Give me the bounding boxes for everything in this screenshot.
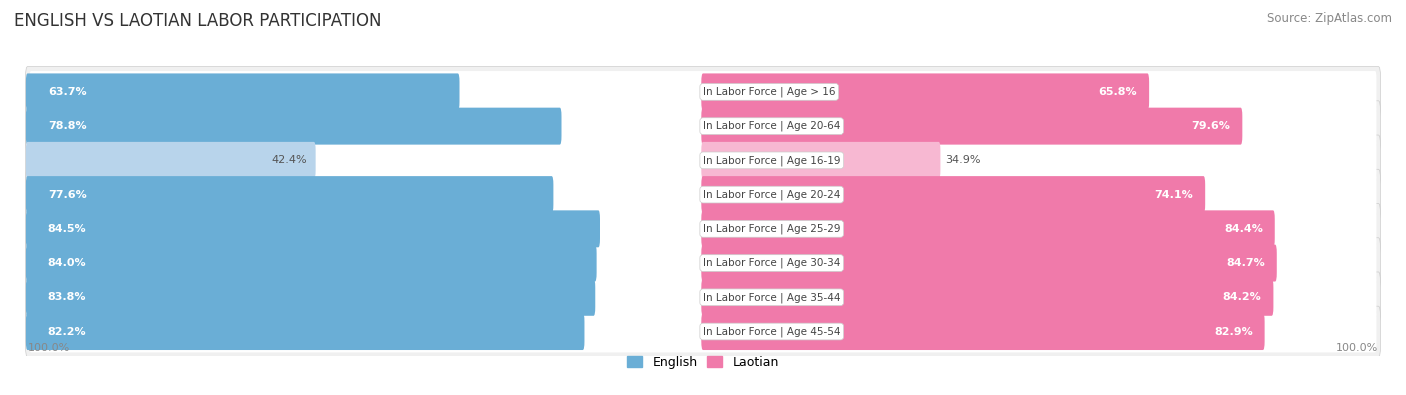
Text: In Labor Force | Age 16-19: In Labor Force | Age 16-19	[703, 155, 841, 166]
Text: 63.7%: 63.7%	[48, 87, 86, 97]
Text: 34.9%: 34.9%	[945, 155, 981, 166]
Text: In Labor Force | Age 20-64: In Labor Force | Age 20-64	[703, 121, 841, 132]
Text: 83.8%: 83.8%	[48, 292, 86, 302]
Text: 84.5%: 84.5%	[48, 224, 86, 234]
FancyBboxPatch shape	[25, 73, 460, 110]
FancyBboxPatch shape	[25, 169, 1381, 220]
FancyBboxPatch shape	[25, 108, 561, 145]
Legend: English, Laotian: English, Laotian	[623, 351, 783, 374]
FancyBboxPatch shape	[25, 272, 1381, 323]
FancyBboxPatch shape	[25, 279, 595, 316]
FancyBboxPatch shape	[30, 139, 1376, 181]
FancyBboxPatch shape	[25, 142, 315, 179]
FancyBboxPatch shape	[30, 208, 1376, 250]
Text: 84.7%: 84.7%	[1226, 258, 1265, 268]
Text: 82.2%: 82.2%	[48, 327, 86, 337]
Text: 84.0%: 84.0%	[48, 258, 86, 268]
FancyBboxPatch shape	[25, 101, 1381, 151]
Text: 65.8%: 65.8%	[1098, 87, 1137, 97]
FancyBboxPatch shape	[702, 245, 1277, 282]
FancyBboxPatch shape	[30, 242, 1376, 284]
FancyBboxPatch shape	[30, 105, 1376, 147]
FancyBboxPatch shape	[702, 176, 1205, 213]
FancyBboxPatch shape	[702, 73, 1149, 110]
Text: 78.8%: 78.8%	[48, 121, 86, 131]
Text: Source: ZipAtlas.com: Source: ZipAtlas.com	[1267, 12, 1392, 25]
Text: 84.4%: 84.4%	[1225, 224, 1263, 234]
FancyBboxPatch shape	[30, 310, 1376, 352]
Text: 79.6%: 79.6%	[1192, 121, 1230, 131]
FancyBboxPatch shape	[25, 306, 1381, 357]
Text: ENGLISH VS LAOTIAN LABOR PARTICIPATION: ENGLISH VS LAOTIAN LABOR PARTICIPATION	[14, 12, 381, 30]
FancyBboxPatch shape	[702, 313, 1264, 350]
FancyBboxPatch shape	[25, 203, 1381, 254]
FancyBboxPatch shape	[25, 238, 1381, 288]
Text: 74.1%: 74.1%	[1154, 190, 1194, 199]
FancyBboxPatch shape	[702, 142, 941, 179]
FancyBboxPatch shape	[702, 211, 1275, 247]
Text: 100.0%: 100.0%	[28, 343, 70, 353]
Text: In Labor Force | Age > 16: In Labor Force | Age > 16	[703, 87, 835, 97]
FancyBboxPatch shape	[30, 174, 1376, 216]
Text: 100.0%: 100.0%	[1336, 343, 1378, 353]
Text: 82.9%: 82.9%	[1213, 327, 1253, 337]
Text: In Labor Force | Age 45-54: In Labor Force | Age 45-54	[703, 326, 841, 337]
Text: 84.2%: 84.2%	[1223, 292, 1261, 302]
FancyBboxPatch shape	[30, 276, 1376, 318]
FancyBboxPatch shape	[25, 67, 1381, 117]
FancyBboxPatch shape	[25, 211, 600, 247]
FancyBboxPatch shape	[25, 176, 554, 213]
FancyBboxPatch shape	[30, 71, 1376, 113]
Text: 42.4%: 42.4%	[271, 155, 307, 166]
FancyBboxPatch shape	[702, 279, 1274, 316]
FancyBboxPatch shape	[702, 108, 1243, 145]
FancyBboxPatch shape	[25, 245, 596, 282]
FancyBboxPatch shape	[25, 313, 585, 350]
Text: In Labor Force | Age 25-29: In Labor Force | Age 25-29	[703, 224, 841, 234]
Text: In Labor Force | Age 20-24: In Labor Force | Age 20-24	[703, 189, 841, 200]
Text: In Labor Force | Age 30-34: In Labor Force | Age 30-34	[703, 258, 841, 268]
Text: 77.6%: 77.6%	[48, 190, 87, 199]
Text: In Labor Force | Age 35-44: In Labor Force | Age 35-44	[703, 292, 841, 303]
FancyBboxPatch shape	[25, 135, 1381, 186]
